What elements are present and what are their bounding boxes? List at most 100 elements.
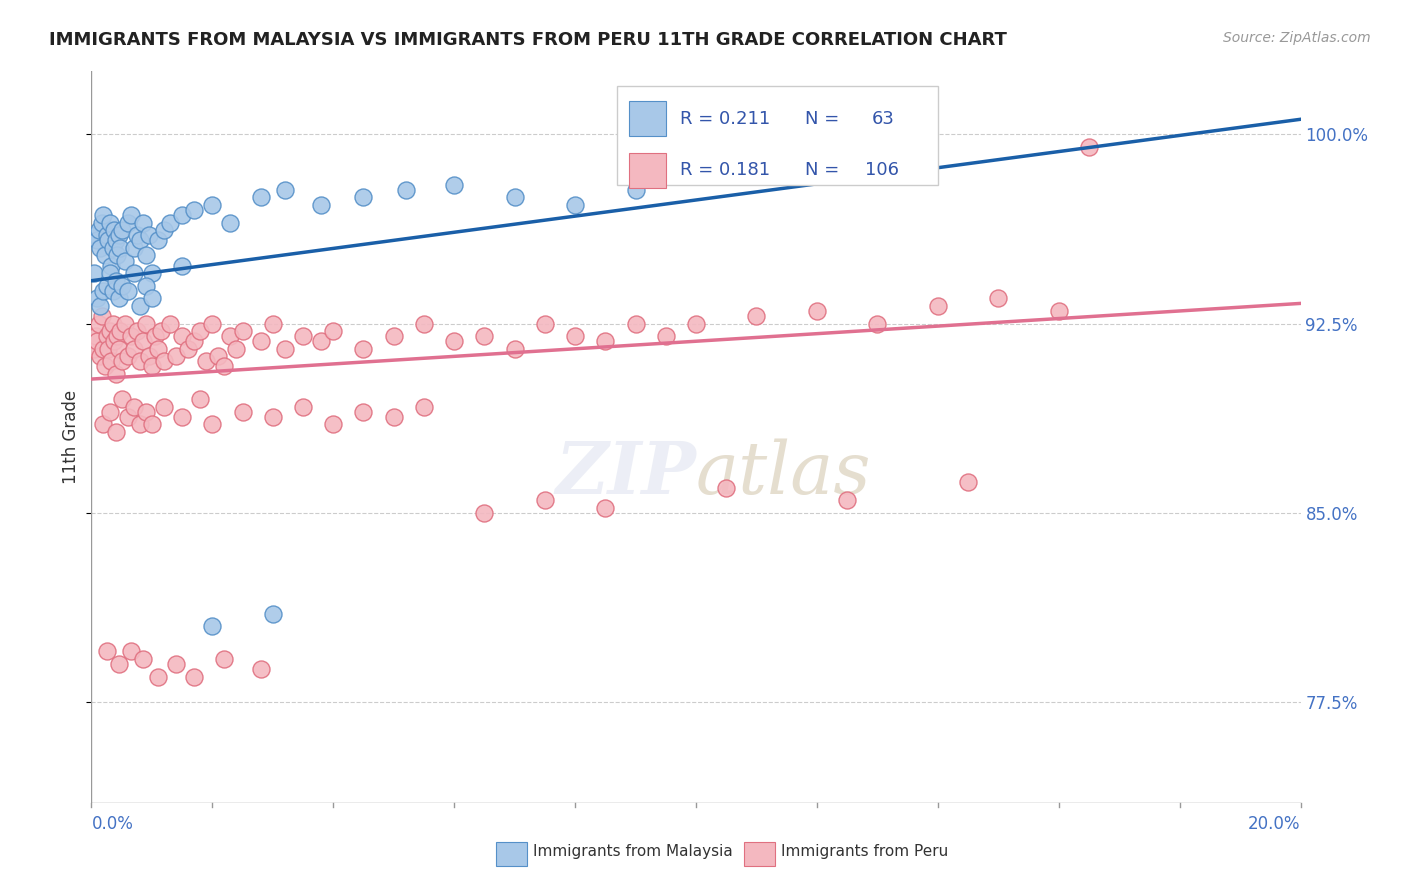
- Point: [141, 291, 163, 305]
- Point: [159, 216, 181, 230]
- Point: [956, 475, 979, 490]
- Point: [322, 417, 344, 432]
- Point: [135, 317, 157, 331]
- Point: [322, 324, 344, 338]
- Point: [138, 228, 160, 243]
- Point: [987, 291, 1010, 305]
- Point: [564, 198, 586, 212]
- Point: [122, 241, 145, 255]
- Point: [89, 241, 111, 255]
- Point: [117, 284, 139, 298]
- Point: [655, 140, 678, 154]
- Text: N =: N =: [804, 110, 839, 128]
- Point: [177, 342, 200, 356]
- Text: N =: N =: [804, 161, 839, 179]
- Point: [443, 334, 465, 349]
- Text: atlas: atlas: [696, 438, 872, 509]
- Text: IMMIGRANTS FROM MALAYSIA VS IMMIGRANTS FROM PERU 11TH GRADE CORRELATION CHART: IMMIGRANTS FROM MALAYSIA VS IMMIGRANTS F…: [49, 31, 1007, 49]
- Point: [219, 216, 242, 230]
- Point: [714, 481, 737, 495]
- Point: [104, 367, 127, 381]
- Text: ZIP: ZIP: [555, 438, 696, 509]
- Point: [292, 329, 315, 343]
- Point: [101, 284, 124, 298]
- Bar: [496, 842, 527, 866]
- Point: [249, 334, 271, 349]
- Point: [141, 417, 163, 432]
- Point: [111, 392, 132, 407]
- Point: [96, 644, 118, 658]
- Point: [98, 216, 121, 230]
- Point: [188, 392, 211, 407]
- Point: [93, 284, 115, 298]
- Bar: [744, 842, 775, 866]
- Point: [472, 506, 495, 520]
- Point: [107, 657, 129, 671]
- Point: [83, 342, 105, 356]
- Point: [86, 291, 108, 305]
- Point: [624, 183, 647, 197]
- Text: Source: ZipAtlas.com: Source: ZipAtlas.com: [1223, 31, 1371, 45]
- Point: [352, 405, 374, 419]
- Point: [117, 216, 139, 230]
- Point: [93, 248, 115, 262]
- Point: [564, 329, 586, 343]
- Point: [93, 417, 115, 432]
- Point: [835, 493, 858, 508]
- Point: [201, 198, 224, 212]
- Point: [128, 299, 150, 313]
- Point: [685, 317, 707, 331]
- Point: [120, 644, 142, 658]
- Point: [120, 329, 142, 343]
- Bar: [630, 153, 665, 187]
- Point: [183, 203, 205, 218]
- Point: [103, 334, 125, 349]
- Point: [135, 405, 157, 419]
- Text: R = 0.181: R = 0.181: [681, 161, 770, 179]
- Point: [107, 291, 129, 305]
- Point: [262, 317, 284, 331]
- Point: [104, 425, 127, 439]
- Text: Immigrants from Malaysia: Immigrants from Malaysia: [533, 844, 733, 859]
- Point: [172, 259, 194, 273]
- Point: [83, 266, 105, 280]
- Point: [262, 607, 284, 621]
- Point: [117, 350, 139, 364]
- Point: [172, 208, 194, 222]
- Point: [866, 317, 889, 331]
- Point: [927, 299, 949, 313]
- Point: [105, 329, 128, 343]
- Point: [214, 359, 236, 374]
- Point: [111, 278, 132, 293]
- Point: [352, 190, 374, 204]
- Point: [214, 652, 236, 666]
- Point: [382, 329, 405, 343]
- Point: [149, 324, 172, 338]
- Point: [107, 342, 129, 356]
- Point: [98, 405, 121, 419]
- Point: [96, 329, 118, 343]
- Point: [146, 342, 169, 356]
- Point: [89, 299, 111, 313]
- Point: [110, 241, 132, 255]
- Point: [153, 354, 176, 368]
- Point: [122, 342, 145, 356]
- Point: [93, 359, 115, 374]
- Point: [114, 253, 136, 268]
- Point: [87, 223, 110, 237]
- Point: [117, 409, 139, 424]
- Point: [472, 329, 495, 343]
- Point: [125, 324, 148, 338]
- Point: [100, 259, 122, 273]
- Point: [153, 223, 176, 237]
- Point: [292, 400, 315, 414]
- Point: [86, 334, 108, 349]
- Point: [101, 241, 124, 255]
- Point: [201, 317, 224, 331]
- Point: [146, 233, 169, 247]
- Point: [132, 334, 155, 349]
- Point: [352, 342, 374, 356]
- Point: [122, 400, 145, 414]
- Point: [122, 266, 145, 280]
- Point: [172, 329, 194, 343]
